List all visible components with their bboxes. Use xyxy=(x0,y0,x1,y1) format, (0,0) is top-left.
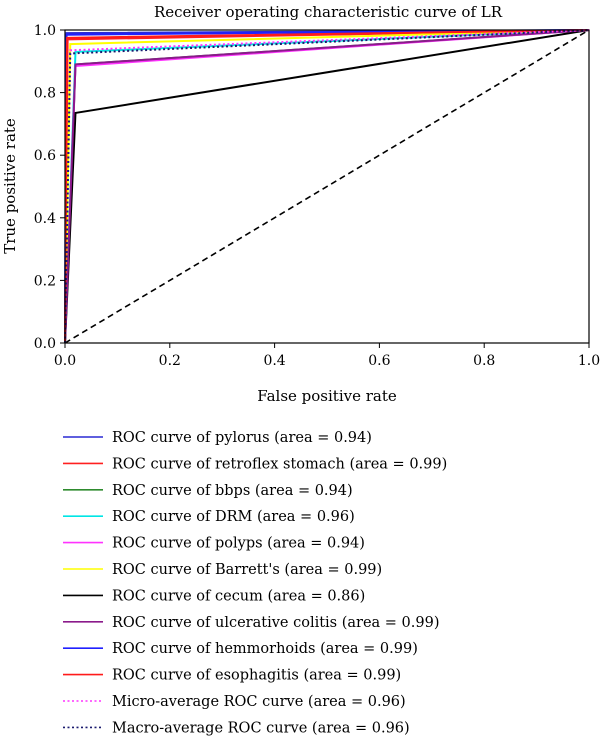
y-tick-label: 1.0 xyxy=(34,23,56,39)
legend-label: ROC curve of pylorus (area = 0.94) xyxy=(112,430,372,446)
x-tick-label: 0.8 xyxy=(473,353,495,369)
x-axis-label: False positive rate xyxy=(257,387,397,405)
legend-label: Macro-average ROC curve (area = 0.96) xyxy=(112,720,410,736)
legend-label: ROC curve of polyps (area = 0.94) xyxy=(112,536,365,552)
legend-label: ROC curve of ulcerative colitis (area = … xyxy=(112,615,440,631)
y-tick-label: 0.0 xyxy=(34,336,56,352)
roc-series-line-10 xyxy=(64,29,590,344)
plot-frame xyxy=(64,29,590,344)
y-axis-label: True positive rate xyxy=(1,118,19,254)
chance-diagonal-line xyxy=(64,29,590,344)
y-tick-label: 0.8 xyxy=(34,86,56,102)
legend-label: Micro-average ROC curve (area = 0.96) xyxy=(112,694,406,710)
roc-series-line-11 xyxy=(64,29,590,344)
x-tick-label: 0.0 xyxy=(54,353,76,369)
roc-series-line-12 xyxy=(64,29,590,344)
x-axis-ticks: 0.0 0.2 0.4 0.6 0.8 1.0 xyxy=(54,343,600,369)
legend-label: ROC curve of DRM (area = 0.96) xyxy=(112,509,355,525)
roc-series-line-8 xyxy=(64,29,590,344)
legend-label: ROC curve of hemmorhoids (area = 0.99) xyxy=(112,641,418,657)
legend-label: ROC curve of Barrett's (area = 0.99) xyxy=(112,562,382,578)
y-axis-ticks: 0.0 0.2 0.4 0.6 0.8 1.0 xyxy=(34,23,65,352)
x-tick-label: 0.6 xyxy=(368,353,390,369)
legend: ROC curve of pylorus (area = 0.94) ROC cu… xyxy=(63,430,447,736)
plot-area xyxy=(64,29,590,344)
x-tick-label: 0.4 xyxy=(263,353,285,369)
y-tick-label: 0.6 xyxy=(34,148,56,164)
legend-label: ROC curve of esophagitis (area = 0.99) xyxy=(112,668,401,684)
x-tick-label: 0.2 xyxy=(159,353,181,369)
y-tick-label: 0.4 xyxy=(34,211,56,227)
x-tick-label: 1.0 xyxy=(578,353,600,369)
legend-label: ROC curve of retroflex stomach (area = 0… xyxy=(112,456,447,472)
legend-label: ROC curve of bbps (area = 0.94) xyxy=(112,483,353,499)
y-tick-label: 0.2 xyxy=(34,273,56,289)
chart-title: Receiver operating characteristic curve … xyxy=(154,3,503,21)
legend-label: ROC curve of cecum (area = 0.86) xyxy=(112,588,365,604)
